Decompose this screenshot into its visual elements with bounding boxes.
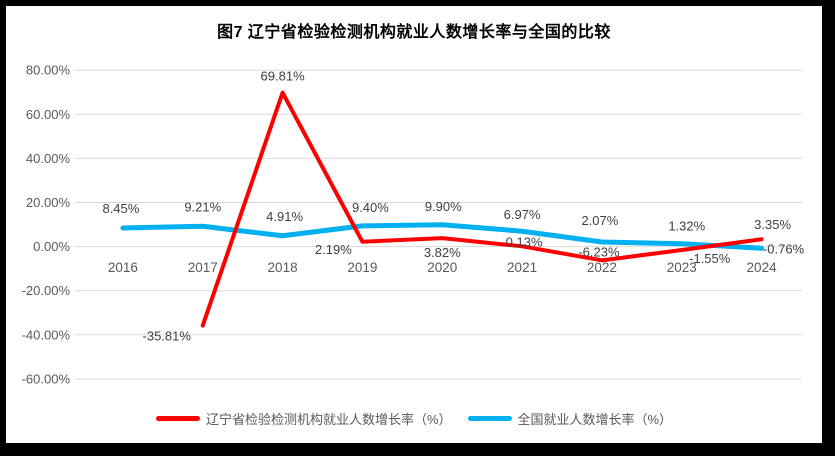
legend: 辽宁省检验检测机构就业人数增长率（%） 全国就业人数增长率（%） [6,404,822,432]
chart-title: 图7 辽宁省检验检测机构就业人数增长率与全国的比较 [217,24,611,41]
legend-swatch-red-line [155,415,200,421]
chart-canvas: 图7 辽宁省检验检测机构就业人数增长率与全国的比较 辽宁省检验检测机构就业人数增… [6,6,822,443]
legend-item-national: 全国就业人数增长率（%） [467,409,673,428]
legend-item-liaoning: 辽宁省检验检测机构就业人数增长率（%） [155,409,452,428]
legend-swatch-blue-line [467,415,512,421]
legend-label-national: 全国就业人数增长率（%） [517,411,673,427]
legend-label-liaoning: 辽宁省检验检测机构就业人数增长率（%） [205,411,452,427]
